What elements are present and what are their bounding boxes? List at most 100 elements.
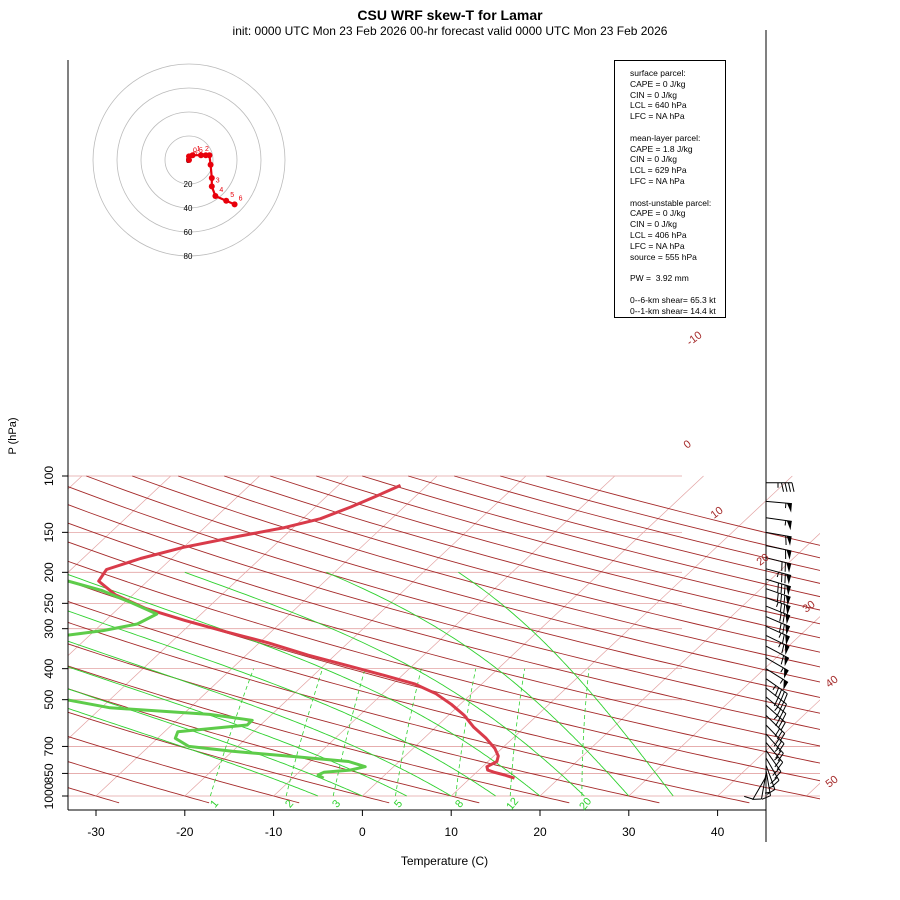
barb-feather xyxy=(776,762,784,770)
barb-pennant xyxy=(786,562,792,573)
barb-half-feather xyxy=(774,706,779,711)
stat-line: mean-layer parcel: xyxy=(630,132,701,143)
barb-shaft xyxy=(765,696,787,714)
moist-adiabat-line xyxy=(68,688,363,797)
hodograph-point xyxy=(212,193,219,199)
barb-pennant xyxy=(785,604,791,616)
barb-feather xyxy=(780,594,783,604)
dry-adiabat-line xyxy=(68,621,750,804)
barb-feather xyxy=(761,795,771,800)
dry-adiabat-line xyxy=(68,761,210,804)
dry-adiabat-line xyxy=(270,475,820,625)
barb-pennant xyxy=(784,668,789,679)
dry-adiabat-line xyxy=(68,787,120,804)
hodograph-height-label: 4 xyxy=(219,187,223,194)
sounding-series xyxy=(68,484,515,780)
hodograph-ring-label: 20 xyxy=(184,180,193,189)
wind-barb xyxy=(765,597,791,616)
x-tick-label: -20 xyxy=(176,825,194,839)
stat-line: LFC = NA hPa xyxy=(630,111,685,122)
barb-shaft xyxy=(765,750,782,772)
stat-line: CAPE = 1.8 J/kg xyxy=(630,143,693,154)
stat-line: LCL = 406 hPa xyxy=(630,229,687,240)
isotherm-label: 40 xyxy=(824,673,841,690)
y-tick-label: 850 xyxy=(42,763,56,783)
wind-barb xyxy=(765,635,790,655)
barb-shaft xyxy=(765,578,792,588)
y-tick-label: 700 xyxy=(42,736,56,756)
dry-adiabat-line xyxy=(408,475,820,584)
barb-shaft xyxy=(765,657,789,672)
mixing-ratio-line xyxy=(455,668,477,797)
hodograph-height-label: 1 xyxy=(197,146,201,153)
hodograph-point xyxy=(206,152,213,159)
dry-adiabat-line xyxy=(68,504,820,714)
hodograph-point xyxy=(208,175,215,181)
barb-feather xyxy=(781,482,784,492)
hodograph-ring xyxy=(92,63,286,257)
barb-feather xyxy=(777,719,784,729)
barb-half-feather xyxy=(768,785,774,789)
wind-barb xyxy=(765,605,791,625)
isotherm-label: 10 xyxy=(709,504,726,521)
dry-adiabat-line xyxy=(178,475,820,653)
wind-barb xyxy=(766,482,795,492)
barb-feather xyxy=(780,691,785,701)
barb-pennant xyxy=(786,535,792,546)
isotherm-line xyxy=(273,475,615,797)
barb-pennant xyxy=(785,624,790,636)
barb-half-feather xyxy=(784,520,787,526)
wind-barb xyxy=(765,657,789,679)
barb-feather xyxy=(770,776,778,784)
dry-adiabat-line xyxy=(316,475,820,611)
moist-adiabat-line xyxy=(326,571,630,797)
dry-adiabat-line xyxy=(224,475,820,639)
barb-feather xyxy=(779,622,782,633)
hodograph-point xyxy=(231,201,238,208)
barb-feather xyxy=(777,689,783,699)
y-tick-label: 1000 xyxy=(42,782,56,809)
barb-feather xyxy=(783,595,786,605)
x-tick-label: -30 xyxy=(87,825,105,839)
dry-adiabat-line xyxy=(68,643,660,804)
barb-feather xyxy=(776,592,779,603)
isotherm-line xyxy=(717,699,820,797)
stat-line: source = 555 hPa xyxy=(630,251,697,262)
stat-line: LCL = 629 hPa xyxy=(630,165,687,176)
dry-adiabat-line xyxy=(454,475,820,571)
barb-feather xyxy=(781,634,785,644)
hodograph-height-label: 2 xyxy=(205,146,209,153)
hodograph-ring xyxy=(140,111,238,209)
wind-barb xyxy=(765,678,788,703)
barb-half-feather xyxy=(778,642,782,648)
dry-adiabat-line xyxy=(68,601,820,800)
barb-feather xyxy=(774,771,782,779)
moist-adiabat-line xyxy=(184,571,585,797)
barb-feather xyxy=(776,740,783,750)
hodograph-ring-label: 80 xyxy=(184,252,193,261)
mixing-ratio-line xyxy=(285,668,323,797)
isotherm-label: -10 xyxy=(685,329,705,348)
mixing-ratio-label: 3 xyxy=(330,798,343,810)
x-tick-label: 10 xyxy=(445,825,459,839)
y-tick-label: 400 xyxy=(42,658,56,678)
wind-barb xyxy=(765,742,784,770)
dewpoint-profile-line xyxy=(68,579,367,780)
barb-half-feather xyxy=(776,572,780,578)
moist-adiabat-line xyxy=(458,571,674,797)
barb-shaft xyxy=(765,733,784,754)
barb-shaft xyxy=(765,764,776,790)
wind-barb xyxy=(765,517,792,531)
y-axis-label: P (hPa) xyxy=(7,417,19,455)
barb-feather xyxy=(782,613,786,623)
barb-feather xyxy=(779,612,782,622)
moist-adiabat-line xyxy=(68,707,319,797)
stat-line: surface parcel: xyxy=(630,68,686,78)
stat-line: 0--1-km shear= 14.4 kt xyxy=(630,305,716,316)
moist-adiabat-line xyxy=(68,610,496,797)
moist-adiabat-line xyxy=(68,573,541,797)
hodograph-point xyxy=(223,197,230,204)
mixing-ratio-line xyxy=(581,668,590,796)
